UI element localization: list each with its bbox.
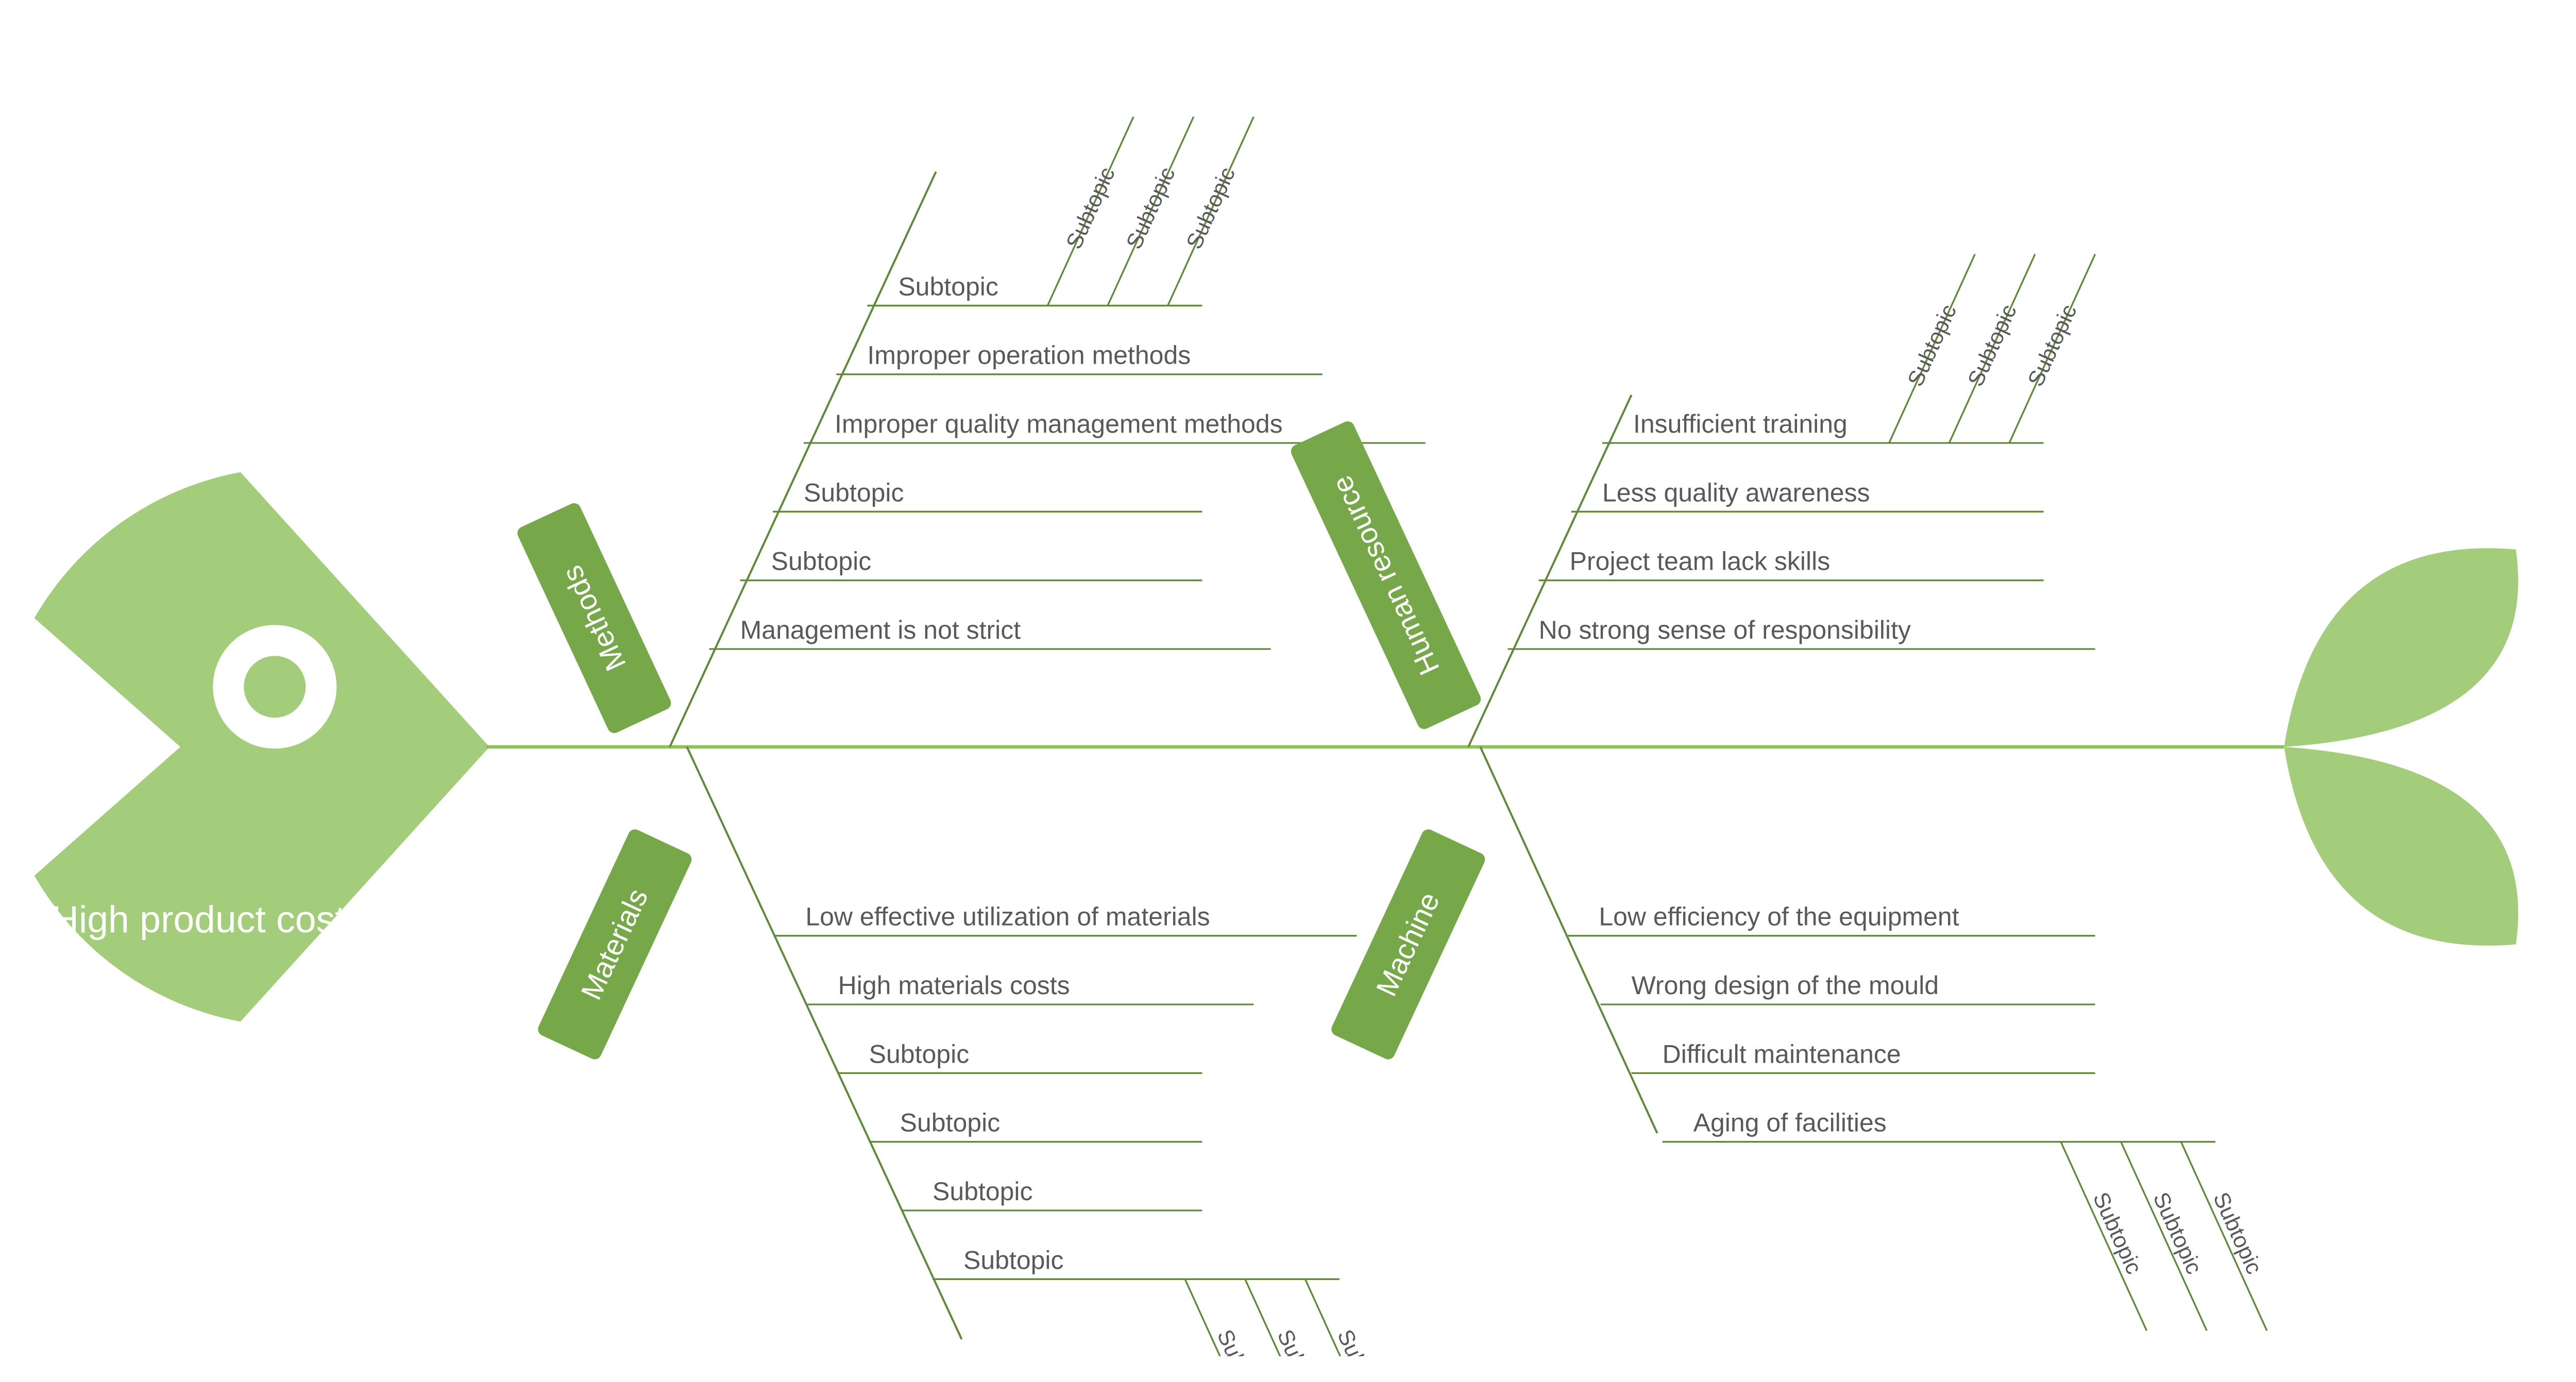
cause-label: Subtopic — [900, 1108, 1001, 1137]
sub-branch-label: Subtopic — [1332, 1326, 1391, 1356]
bone — [1480, 747, 1657, 1133]
category-methods: Methods Subtopic Improper operation method… — [515, 117, 1426, 747]
cause-label: Subtopic — [804, 478, 904, 507]
fish-head: High product costs — [35, 472, 489, 1022]
sub-branch-label: Subtopic — [1272, 1326, 1330, 1356]
cause-label: Insufficient training — [1633, 410, 1848, 438]
cause-label: Wrong design of the mould — [1632, 971, 1939, 1000]
cause-label: Subtopic — [933, 1177, 1033, 1206]
sub-branch-label: Subtopic — [1122, 164, 1180, 253]
sub-branch-label: Subtopic — [1963, 301, 2022, 390]
cause-label: Low effective utilization of materials — [805, 902, 1210, 931]
category-box: Methods — [515, 501, 673, 735]
cause-label: Project team lack skills — [1570, 547, 1831, 576]
cause-label: Subtopic — [869, 1039, 970, 1068]
category-box: Materials — [536, 827, 694, 1062]
cause-label: Difficult maintenance — [1663, 1039, 1901, 1068]
sub-branch-label: Subtopic — [1212, 1326, 1270, 1356]
cause-label: Improper quality management methods — [835, 410, 1283, 438]
cause-label: High materials costs — [838, 971, 1070, 1000]
cause-label: Subtopic — [771, 547, 872, 576]
cause-label: Subtopic — [898, 272, 998, 301]
sub-branch-label: Subtopic — [1182, 164, 1240, 253]
cause-label: Improper operation methods — [867, 341, 1191, 370]
category-box: Human resource — [1289, 419, 1483, 731]
cause-label: Management is not strict — [740, 616, 1021, 644]
category-machine: Machine Low efficiency of the equipment Wr… — [1329, 747, 2267, 1330]
bone — [670, 172, 936, 747]
cause-label: No strong sense of responsibility — [1539, 616, 1911, 644]
head-label: High product costs — [52, 898, 364, 941]
cause-label: Low efficiency of the equipment — [1599, 902, 1959, 931]
sub-branch-label: Subtopic — [2023, 301, 2081, 390]
category-human-resource: Human resource Insufficient training Less … — [1289, 254, 2095, 747]
fish-tail — [2284, 548, 2518, 946]
category-box: Machine — [1329, 827, 1487, 1062]
cause-label: Less quality awareness — [1602, 478, 1870, 507]
cause-label: Aging of facilities — [1693, 1108, 1887, 1137]
category-materials: Materials Low effective utilization of ma… — [536, 747, 1391, 1356]
fishbone-diagram: High product costs Methods Subtopic Imprope… — [0, 0, 2576, 1356]
cause-label: Subtopic — [963, 1245, 1064, 1274]
sub-branch-label: Subtopic — [1062, 164, 1120, 253]
sub-branch-label: Subtopic — [1903, 301, 1961, 390]
